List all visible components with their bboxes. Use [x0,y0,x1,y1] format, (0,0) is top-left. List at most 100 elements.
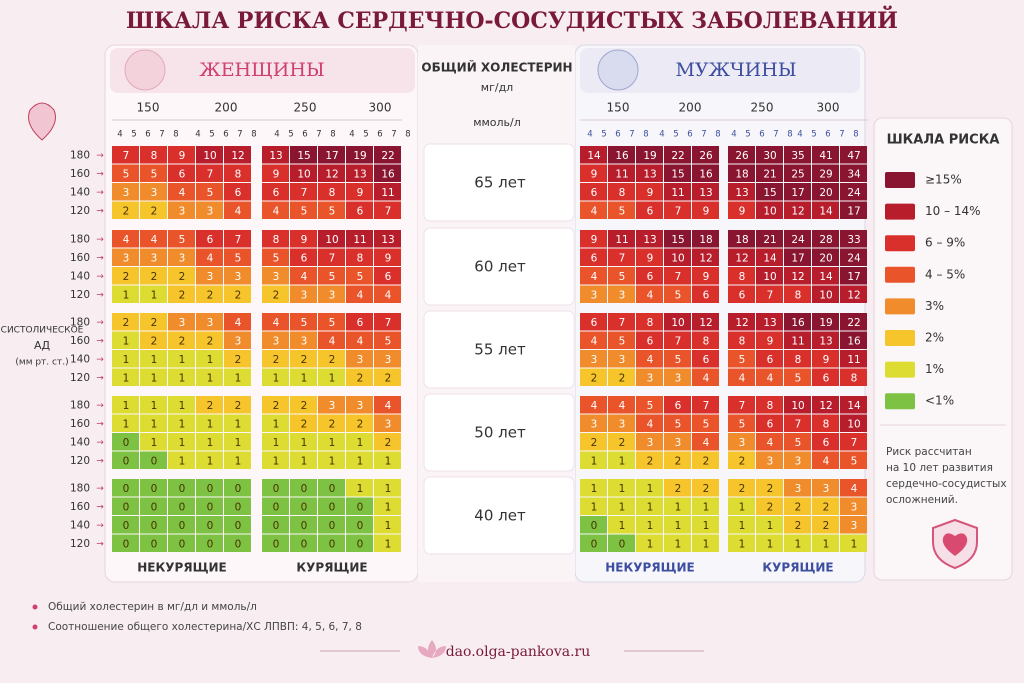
risk-value: 14 [819,271,833,283]
risk-value: 6 [179,168,186,180]
risk-cell [196,230,223,248]
risk-cell [692,479,719,497]
risk-cell [664,368,691,386]
risk-value: 3 [619,418,626,430]
legend-swatch [885,361,915,378]
risk-value: 9 [767,335,774,347]
risk-cell [840,267,867,285]
risk-cell [168,516,195,534]
risk-cell [784,313,811,331]
risk-value: 29 [819,168,832,180]
risk-value: 0 [357,501,364,513]
risk-value: 17 [791,187,804,199]
risk-cell [756,414,783,432]
risk-cell [196,396,223,414]
ratio-label: 6 [759,130,764,140]
risk-value: 2 [591,372,598,384]
risk-cell [290,368,317,386]
risk-value: 3 [207,317,214,329]
risk-cell [346,164,373,182]
risk-cell [168,368,195,386]
risk-cell [812,516,839,534]
risk-cell [664,201,691,219]
risk-value: 2 [179,289,186,301]
risk-cell [112,313,139,331]
risk-value: 2 [207,335,214,347]
risk-value: 3 [123,187,130,199]
ratio-label: 4 [659,130,664,140]
risk-value: 3 [619,289,626,301]
risk-value: 1 [235,418,242,430]
risk-cell [812,368,839,386]
risk-value: 1 [273,372,280,384]
bp-value: 120 [70,455,90,467]
risk-value: 5 [301,205,308,217]
risk-cell [636,396,663,414]
risk-cell [346,414,373,432]
risk-cell [262,516,289,534]
risk-cell [262,479,289,497]
ratio-label: 4 [587,130,592,140]
risk-value: 5 [619,205,626,217]
risk-value: 13 [643,168,656,180]
risk-value: 15 [297,150,310,162]
risk-value: 2 [619,437,626,449]
risk-cell [262,368,289,386]
risk-cell [692,350,719,368]
risk-value: 2 [823,520,830,532]
risk-value: 0 [591,520,598,532]
risk-cell [580,164,607,182]
risk-cell [580,396,607,414]
risk-value: 2 [123,271,130,283]
risk-value: 2 [301,354,308,366]
risk-value: 2 [619,372,626,384]
risk-cell [346,146,373,164]
risk-value: 1 [619,455,626,467]
women-label: ЖЕНЩИНЫ [199,59,324,81]
arrow: → [96,419,104,429]
risk-value: 0 [179,520,186,532]
risk-cell [692,313,719,331]
risk-cell [262,267,289,285]
risk-cell [812,497,839,515]
risk-value: 5 [619,271,626,283]
arrow: → [96,373,104,383]
risk-value: 2 [703,455,710,467]
risk-cell [224,313,251,331]
risk-cell [756,368,783,386]
risk-value: 1 [123,289,130,301]
risk-cell [608,183,635,201]
risk-value: 2 [235,400,242,412]
risk-value: 13 [699,187,712,199]
risk-value: 21 [763,168,776,180]
risk-value: 9 [647,252,654,264]
risk-value: 1 [851,538,858,550]
arrow: → [96,169,104,179]
risk-value: 3 [385,354,392,366]
risk-cell [636,248,663,266]
risk-cell [756,313,783,331]
risk-cell [224,285,251,303]
risk-value: 6 [823,372,830,384]
risk-value: 9 [823,354,830,366]
risk-value: 7 [851,437,858,449]
risk-value: 4 [767,437,774,449]
risk-value: 2 [703,483,710,495]
risk-cell [262,497,289,515]
ratio-label: 6 [302,130,307,140]
risk-cell [636,516,663,534]
risk-value: 10 [847,418,860,430]
risk-cell [262,451,289,469]
risk-cell [262,248,289,266]
risk-value: 2 [647,455,654,467]
risk-cell [812,433,839,451]
risk-cell [812,396,839,414]
risk-value: 5 [179,234,186,246]
ratio-label: 7 [839,130,844,140]
risk-cell [608,479,635,497]
risk-value: 2 [301,418,308,430]
risk-cell [140,146,167,164]
risk-cell [262,414,289,432]
risk-value: 8 [703,335,710,347]
